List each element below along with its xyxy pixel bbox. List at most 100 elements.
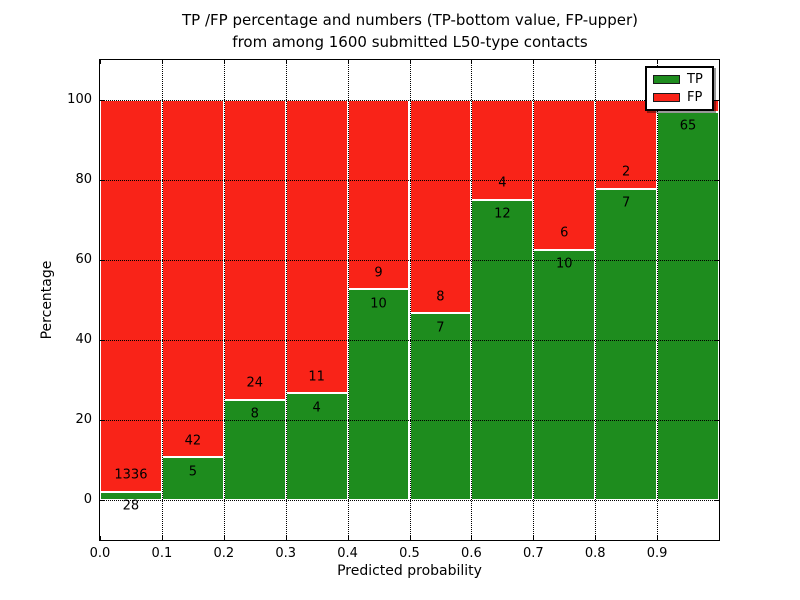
y-axis-tick	[715, 420, 719, 421]
chart-title: TP /FP percentage and numbers (TP-bottom…	[90, 9, 730, 53]
x-tick-label: 0.8	[584, 546, 606, 561]
legend-label-tp: TP	[687, 72, 703, 87]
tp-count-label: 7	[436, 320, 445, 336]
gridline-vertical	[285, 60, 287, 540]
fp-count-label: 42	[184, 433, 202, 449]
tp-bar-segment	[471, 200, 534, 500]
x-axis-tick	[471, 60, 473, 64]
x-tick-label: 0.5	[399, 546, 420, 561]
fp-count-label: 8	[436, 289, 445, 305]
fp-count-label: 2	[622, 164, 631, 180]
x-tick-label: 0.2	[213, 546, 235, 561]
tp-bar-segment	[595, 188, 658, 500]
tp-bar-segment	[347, 289, 410, 500]
legend-label-fp: FP	[687, 90, 703, 105]
gridline-vertical	[161, 60, 163, 540]
x-tick-label: 0.9	[646, 546, 668, 561]
fp-bar-segment	[161, 100, 224, 458]
x-axis-tick	[533, 60, 535, 64]
x-axis-label: Predicted probability	[337, 563, 482, 579]
y-axis-tick	[715, 180, 719, 181]
x-axis-tick	[409, 536, 411, 540]
fp-bar-segment	[595, 100, 658, 189]
legend-item-fp: FP	[653, 91, 706, 104]
x-axis-tick	[409, 60, 411, 64]
fp-bar-segment	[223, 100, 286, 400]
x-tick-label: 0.7	[522, 546, 544, 561]
y-axis-tick	[100, 180, 104, 181]
y-axis-tick	[100, 420, 104, 421]
y-tick-label: 100	[67, 92, 92, 107]
fp-count-label: 1336	[114, 467, 148, 483]
fp-bar-segment	[347, 100, 410, 290]
gridline-horizontal	[100, 260, 719, 261]
fp-bar-segment	[285, 100, 348, 394]
x-tick-label: 0.6	[461, 546, 482, 561]
chart-title-line2: from among 1600 submitted L50-type conta…	[232, 33, 588, 51]
legend: TP FP	[645, 66, 714, 111]
tp-bar-segment	[533, 250, 596, 500]
y-tick-label: 60	[75, 252, 92, 267]
x-axis-tick	[595, 60, 597, 64]
x-tick-label: 0.4	[337, 546, 358, 561]
legend-swatch-fp-icon	[653, 93, 680, 102]
x-axis-tick	[657, 536, 659, 540]
y-axis-tick	[715, 260, 719, 261]
tp-bar-segment	[409, 313, 472, 500]
tp-bar-segment	[285, 393, 348, 500]
y-axis-tick	[715, 340, 719, 341]
legend-swatch-tp-icon	[653, 75, 680, 84]
gridline-horizontal	[100, 100, 719, 101]
x-axis-tick	[347, 536, 349, 540]
gridline-vertical	[533, 60, 535, 540]
y-axis-tick	[100, 100, 104, 101]
tp-count-label: 7	[622, 195, 631, 211]
tp-count-label: 28	[122, 498, 140, 514]
y-tick-label: 20	[75, 412, 92, 427]
x-axis-tick	[161, 60, 163, 64]
tp-bar-segment	[657, 111, 719, 500]
x-tick-label: 0.1	[151, 546, 173, 561]
fp-bar-segment	[100, 100, 162, 492]
x-axis-tick	[285, 60, 287, 64]
gridline-horizontal	[100, 180, 719, 181]
gridline-vertical	[471, 60, 473, 540]
x-axis-tick	[100, 60, 101, 64]
tp-count-label: 65	[679, 118, 697, 134]
x-axis-tick	[471, 536, 473, 540]
x-axis-tick	[223, 60, 225, 64]
tp-bar-segment	[161, 457, 224, 500]
fp-count-label: 6	[560, 225, 569, 241]
x-axis-tick	[657, 60, 659, 64]
y-axis-tick	[715, 100, 719, 101]
fp-count-label: 11	[308, 369, 325, 385]
fp-count-label: 24	[246, 375, 264, 391]
y-tick-label: 40	[75, 332, 92, 347]
x-axis-tick	[347, 60, 349, 64]
fp-bar-segment	[409, 100, 472, 314]
x-tick-label: 0.3	[275, 546, 297, 561]
chart-title-line1: TP /FP percentage and numbers (TP-bottom…	[182, 11, 638, 29]
y-axis-label: Percentage	[39, 260, 55, 340]
x-axis-tick	[100, 536, 101, 540]
fp-count-label: 9	[374, 265, 383, 281]
x-axis-tick	[595, 536, 597, 540]
x-tick-label: 0.0	[89, 546, 111, 561]
gridline-vertical	[347, 60, 349, 540]
x-axis-tick	[223, 536, 225, 540]
fp-count-label: 4	[498, 175, 507, 191]
tp-count-label: 10	[370, 296, 387, 312]
legend-item-tp: TP	[653, 73, 706, 86]
tp-bar-segment	[100, 491, 162, 500]
gridline-vertical	[409, 60, 411, 540]
x-axis-tick	[533, 536, 535, 540]
y-axis-tick	[715, 500, 719, 501]
gridline-horizontal	[100, 420, 719, 421]
tp-count-label: 10	[555, 256, 573, 272]
x-axis-tick	[161, 536, 163, 540]
y-tick-label: 80	[75, 172, 92, 187]
gridline-vertical	[223, 60, 225, 540]
gridline-vertical	[595, 60, 597, 540]
y-tick-label: 0	[83, 492, 92, 507]
